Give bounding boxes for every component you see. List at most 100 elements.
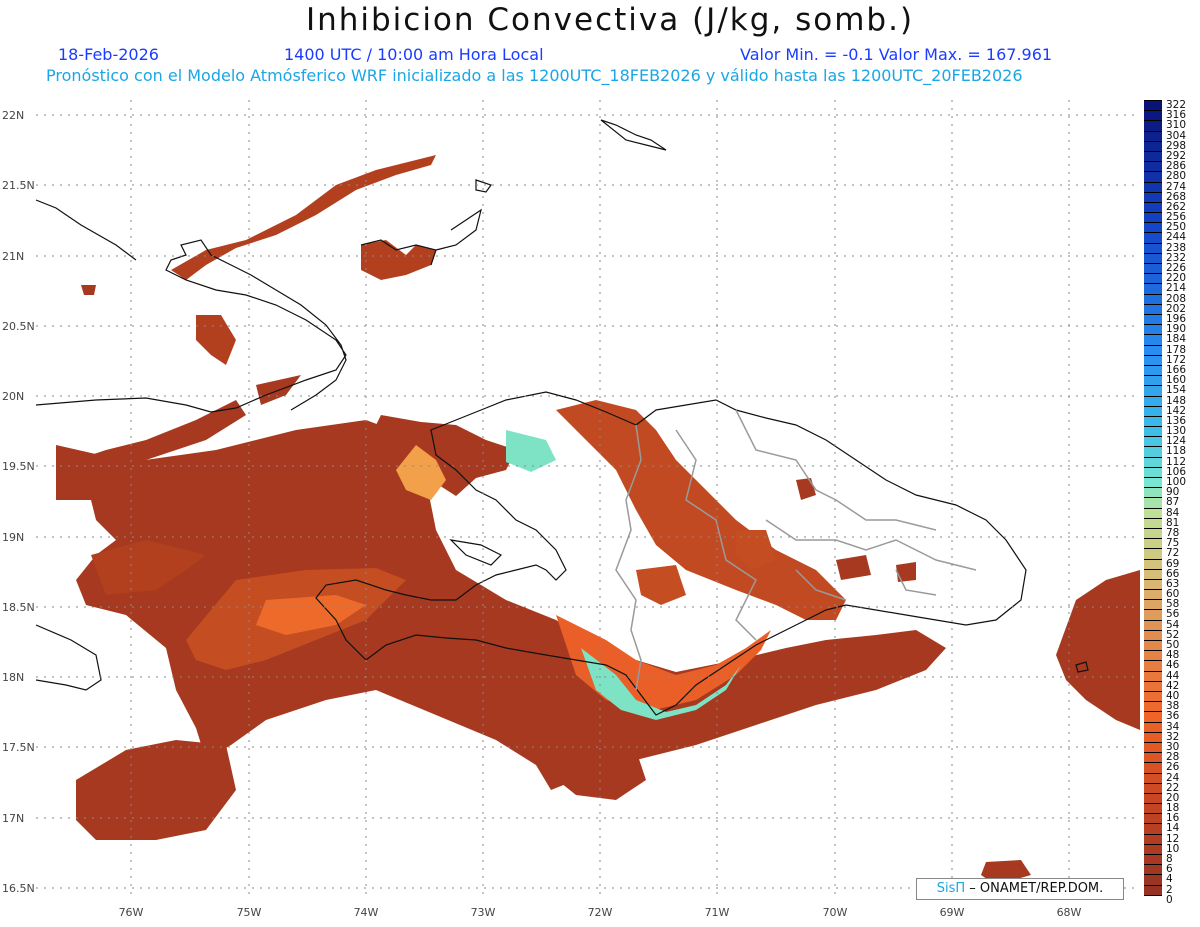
colorbar-label: 154	[1166, 384, 1187, 397]
colorbar-swatch	[1144, 446, 1162, 457]
colorbar-label: 84	[1166, 506, 1180, 519]
colorbar-swatch	[1144, 538, 1162, 549]
colorbar-label: 81	[1166, 516, 1180, 529]
border-lines	[615, 409, 977, 691]
colorbar-swatch	[1144, 874, 1162, 885]
colorbar-label: 232	[1166, 251, 1187, 264]
credit-text: – ONAMET/REP.DOM.	[969, 881, 1104, 896]
colorbar-label: 100	[1166, 476, 1187, 489]
colorbar-label: 4	[1166, 873, 1173, 886]
lon-label-74w: 74W	[353, 906, 379, 919]
credit-box: SisΠ – ONAMET/REP.DOM.	[916, 878, 1124, 900]
colorbar-label: 160	[1166, 374, 1187, 387]
colorbar-swatch	[1144, 752, 1162, 763]
minmax-label: Valor Min. = -0.1 Valor Max. = 167.961	[740, 45, 1053, 64]
colorbar-swatch	[1144, 721, 1162, 732]
colorbar-swatch	[1144, 110, 1162, 121]
colorbar-label: 56	[1166, 608, 1180, 621]
colorbar-swatch	[1144, 660, 1162, 671]
colorbar-swatch	[1144, 578, 1162, 590]
colorbar-label: 40	[1166, 690, 1180, 702]
colorbar-label: 106	[1166, 465, 1187, 478]
colorbar-label: 268	[1166, 190, 1187, 203]
lat-label-18-5n: 18.5N	[2, 601, 35, 614]
colorbar-label: 60	[1166, 588, 1180, 601]
colorbar-label: 30	[1166, 740, 1180, 753]
colorbar-label: 20	[1166, 791, 1180, 804]
colorbar-label: 24	[1166, 771, 1180, 784]
colorbar-swatch	[1144, 140, 1162, 151]
colorbar-label: 178	[1166, 343, 1187, 356]
colorbar-label: 322	[1166, 99, 1187, 111]
colorbar-swatch	[1144, 843, 1162, 855]
colorbar-swatch	[1144, 548, 1162, 559]
colorbar-label: 78	[1166, 526, 1180, 539]
colorbar-label: 18	[1166, 802, 1180, 815]
land-outline	[36, 119, 1089, 716]
colorbar-label: 304	[1166, 129, 1187, 142]
colorbar-swatch	[1144, 344, 1162, 355]
colorbar-swatch	[1144, 395, 1162, 406]
colorbar-swatch	[1144, 599, 1162, 610]
colorbar-label: 166	[1166, 363, 1187, 376]
colorbar-swatch	[1144, 650, 1162, 661]
colorbar-swatch	[1144, 130, 1162, 141]
colorbar-label: 2	[1166, 883, 1173, 896]
colorbar-swatch	[1144, 232, 1162, 243]
colorbar-swatch	[1144, 252, 1162, 264]
lat-label-19-5n: 19.5N	[2, 460, 35, 473]
colorbar-label: 69	[1166, 557, 1180, 570]
colorbar-swatch	[1144, 120, 1162, 131]
colorbar-label: 54	[1166, 618, 1180, 631]
colorbar-label: 298	[1166, 139, 1187, 152]
lon-label-70w: 70W	[822, 906, 848, 919]
colorbar-swatch	[1144, 558, 1162, 569]
colorbar-swatch	[1144, 171, 1162, 182]
colorbar-label: 262	[1166, 200, 1187, 213]
colorbar-label: 286	[1166, 160, 1187, 173]
colorbar-swatch	[1144, 517, 1162, 528]
colorbar-label: 6	[1166, 863, 1173, 876]
colorbar-label: 238	[1166, 241, 1187, 254]
lon-label-73w: 73W	[470, 906, 496, 919]
lat-label-20n: 20N	[2, 390, 25, 403]
lat-label-17-5n: 17.5N	[2, 741, 35, 754]
colorbar-swatch	[1144, 792, 1162, 804]
colorbar-swatch	[1144, 803, 1162, 814]
credit-sis: SisΠ	[936, 881, 966, 896]
colorbar-swatch	[1144, 100, 1162, 111]
colorbar-label: 244	[1166, 231, 1187, 244]
colorbar-swatch	[1144, 680, 1162, 691]
colorbar-label: 28	[1166, 751, 1180, 764]
colorbar-label: 58	[1166, 598, 1180, 611]
colorbar-label: 14	[1166, 822, 1180, 835]
colorbar-label: 72	[1166, 547, 1180, 560]
colorbar-label: 16	[1166, 812, 1180, 825]
lat-label-16-5n: 16.5N	[2, 882, 35, 895]
colorbar-label: 32	[1166, 730, 1180, 743]
colorbar-swatch	[1144, 150, 1162, 162]
map-title: Inhibicion Convectiva (J/kg, somb.)	[305, 2, 915, 38]
map-panel	[36, 100, 1140, 895]
colorbar-swatch	[1144, 415, 1162, 427]
colorbar-swatch	[1144, 629, 1162, 641]
colorbar-swatch	[1144, 222, 1162, 233]
lon-label-69w: 69W	[939, 906, 965, 919]
lat-label-21-5n: 21.5N	[2, 179, 35, 192]
colorbar-label: 280	[1166, 170, 1187, 183]
colorbar-label: 46	[1166, 659, 1180, 672]
colorbar-swatch	[1144, 283, 1162, 294]
colorbar-swatch	[1144, 385, 1162, 396]
colorbar-label: 87	[1166, 496, 1180, 509]
colorbar-swatch	[1144, 405, 1162, 416]
colorbar-label: 136	[1166, 414, 1187, 427]
colorbar-swatch	[1144, 293, 1162, 304]
colorbar-swatch	[1144, 782, 1162, 793]
colorbar-label: 12	[1166, 832, 1180, 845]
colorbar-swatch	[1144, 212, 1162, 223]
colorbar-swatch	[1144, 334, 1162, 345]
colorbar-swatch	[1144, 426, 1162, 437]
lon-label-68w: 68W	[1056, 906, 1082, 919]
colorbar-swatch	[1144, 303, 1162, 314]
colorbar-swatch	[1144, 711, 1162, 722]
